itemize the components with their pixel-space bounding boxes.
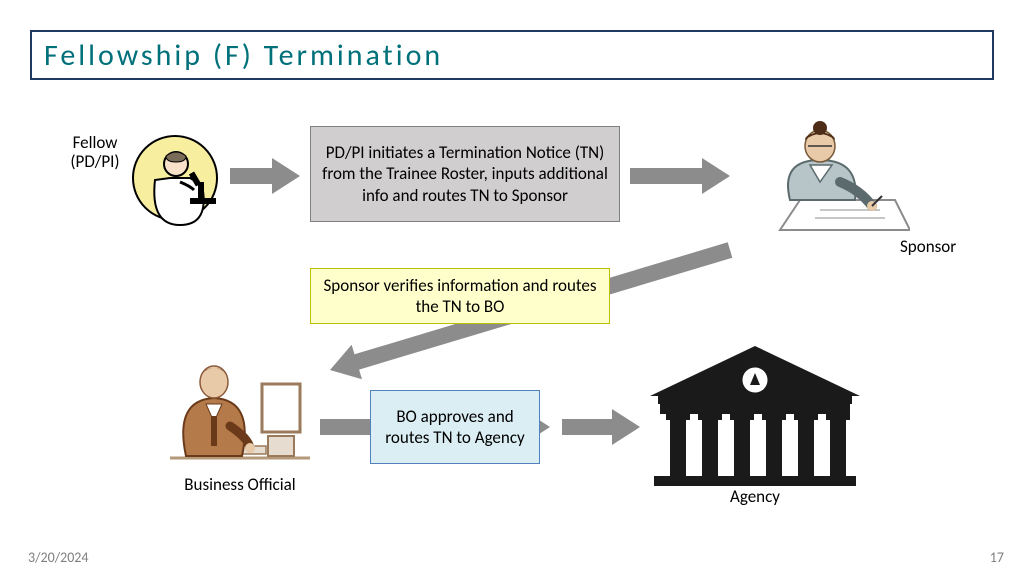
step3-text: BO approves and routes TN to Agency <box>381 406 529 449</box>
diagram-stage: Fellow (PD/PI) <box>0 90 1024 560</box>
flow-arrow <box>230 158 300 194</box>
slide-title: Fellowship (F) Termination <box>44 37 443 74</box>
node-agency-label-text: Agency <box>730 486 780 507</box>
flow-arrow <box>562 409 640 445</box>
node-bo: Business Official <box>170 350 310 470</box>
node-bo-label: Business Official <box>160 476 320 495</box>
slide-title-box: Fellowship (F) Termination <box>30 30 994 80</box>
node-agency: Agency <box>640 340 870 490</box>
person-writing-icon <box>760 120 910 240</box>
scientist-microscope-icon <box>120 130 230 230</box>
step2-box: Sponsor verifies information and routes … <box>310 268 610 324</box>
node-agency-label: Agency <box>640 488 870 507</box>
node-sponsor: Sponsor <box>760 120 910 240</box>
gov-building-icon <box>640 340 870 490</box>
node-sponsor-label: Sponsor <box>900 238 956 257</box>
step1-text: PD/PI initiates a Termination Notice (TN… <box>321 142 609 206</box>
person-at-computer-icon <box>170 350 310 470</box>
step1-box: PD/PI initiates a Termination Notice (TN… <box>310 126 620 222</box>
step2-text: Sponsor verifies information and routes … <box>321 275 599 318</box>
step3-box: BO approves and routes TN to Agency <box>370 390 540 464</box>
node-fellow-label-text: Fellow (PD/PI) <box>70 132 119 172</box>
node-sponsor-label-text: Sponsor <box>900 236 956 257</box>
flow-arrow <box>630 158 730 194</box>
node-bo-label-text: Business Official <box>184 474 295 495</box>
